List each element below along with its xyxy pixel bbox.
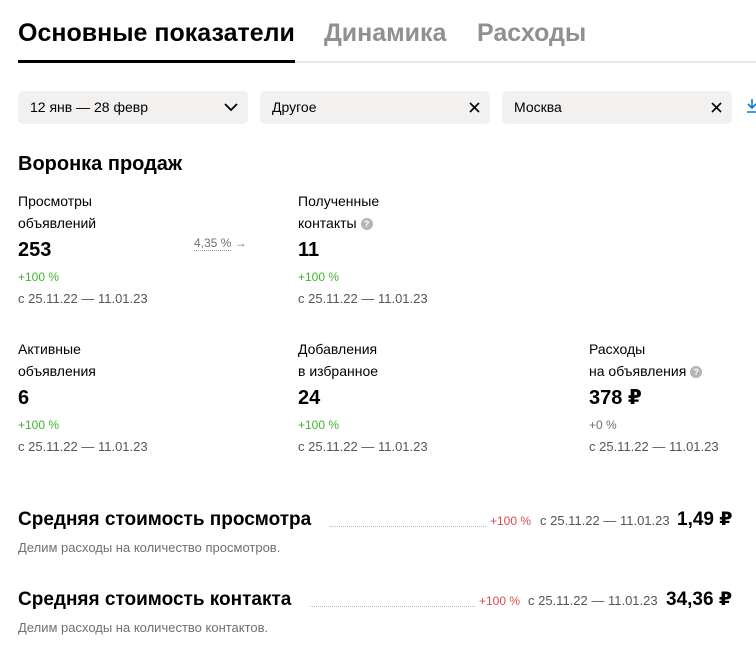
- cost-per-view-period: с 25.11.22 — 11.01.23: [540, 513, 670, 528]
- dotted-leader: [330, 526, 486, 527]
- arrow-right-icon: →: [234, 236, 247, 250]
- contacts-delta: +100 %: [298, 270, 340, 284]
- cost-per-view-delta: +100 %: [490, 514, 532, 528]
- conversion-rate[interactable]: 4,35 % →: [194, 236, 247, 251]
- help-icon[interactable]: ?: [360, 218, 373, 231]
- tab-main-metrics[interactable]: Основные показатели: [18, 19, 295, 47]
- help-icon[interactable]: ?: [690, 366, 703, 379]
- cost-per-view-value: 1,49 ₽: [677, 509, 733, 530]
- tab-expenses[interactable]: Расходы: [477, 19, 587, 47]
- cost-per-view-title: Средняя стоимость просмотра: [18, 509, 312, 530]
- active-tab-underline: [18, 60, 295, 63]
- favorites-period: с 25.11.22 — 11.01.23: [298, 439, 428, 454]
- favorites-value: 24: [298, 387, 321, 409]
- active-delta: +100 %: [18, 418, 60, 432]
- active-value: 6: [18, 387, 30, 409]
- spend-delta: +0 %: [589, 418, 617, 432]
- category-filter[interactable]: Другое: [260, 91, 490, 124]
- contacts-value: 11: [298, 239, 320, 261]
- views-label: Просмотры объявлений: [18, 193, 97, 231]
- tab-dynamics[interactable]: Динамика: [324, 19, 447, 47]
- region-filter-value: Москва: [514, 99, 562, 115]
- spend-value: 378 ₽: [589, 387, 642, 409]
- cost-per-view-note: Делим расходы на количество просмотров.: [18, 540, 281, 555]
- favorites-label: Добавления в избранное: [298, 341, 379, 379]
- contacts-label: Полученные контакты?: [298, 193, 380, 231]
- cost-per-contact-note: Делим расходы на количество контактов.: [18, 620, 269, 635]
- views-period: с 25.11.22 — 11.01.23: [18, 291, 148, 306]
- views-value: 253: [18, 239, 52, 261]
- region-filter[interactable]: Москва: [502, 91, 732, 124]
- funnel-title: Воронка продаж: [18, 153, 183, 175]
- favorites-delta: +100 %: [298, 418, 340, 432]
- close-icon[interactable]: [711, 91, 722, 124]
- dotted-leader: [310, 606, 475, 607]
- cost-per-contact-title: Средняя стоимость контакта: [18, 589, 292, 610]
- contacts-period: с 25.11.22 — 11.01.23: [298, 291, 428, 306]
- conversion-value: 4,35 %: [194, 236, 232, 251]
- close-icon[interactable]: [469, 91, 480, 124]
- cost-per-contact-period: с 25.11.22 — 11.01.23: [528, 593, 658, 608]
- cost-per-contact-value: 34,36 ₽: [666, 589, 733, 610]
- period-filter[interactable]: 12 янв — 28 февр: [18, 91, 248, 124]
- cost-per-contact-delta: +100 %: [479, 594, 521, 608]
- active-period: с 25.11.22 — 11.01.23: [18, 439, 148, 454]
- spend-period: с 25.11.22 — 11.01.23: [589, 439, 719, 454]
- views-delta: +100 %: [18, 270, 60, 284]
- spend-label: Расходы на объявления?: [589, 338, 703, 382]
- category-filter-value: Другое: [272, 99, 317, 115]
- chevron-down-icon[interactable]: [224, 91, 238, 124]
- period-filter-value: 12 янв — 28 февр: [30, 99, 148, 115]
- tabs-divider: [18, 61, 756, 63]
- download-icon[interactable]: [746, 98, 756, 114]
- active-label: Активные объявления: [18, 341, 96, 379]
